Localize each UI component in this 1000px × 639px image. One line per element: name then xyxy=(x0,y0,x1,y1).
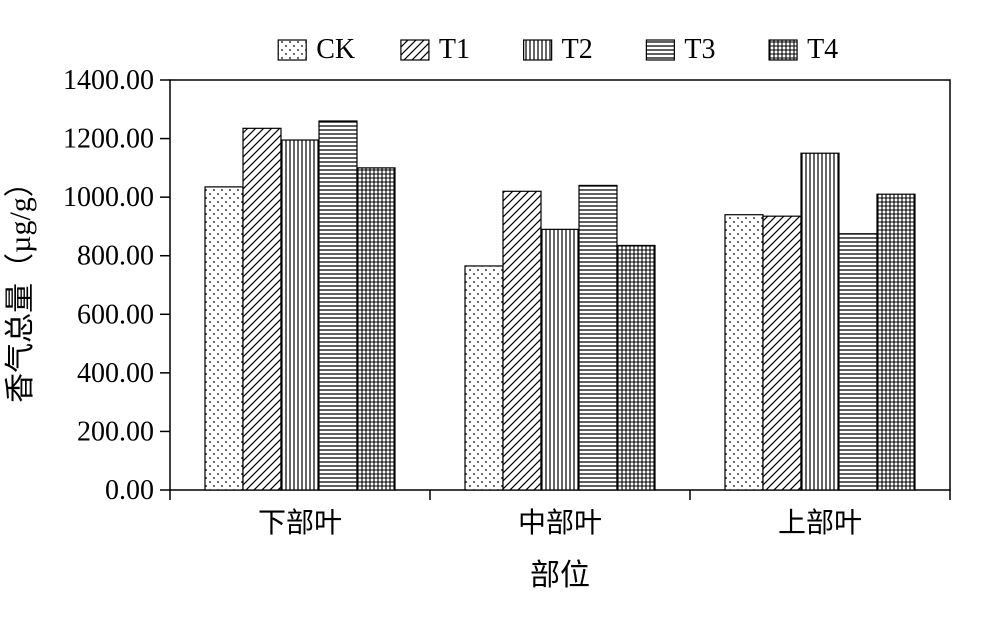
bar-下部叶-CK xyxy=(205,187,243,490)
legend-swatch-T2 xyxy=(524,40,552,60)
bar-下部叶-T2 xyxy=(281,140,319,490)
bar-上部叶-T4 xyxy=(877,194,915,490)
y-tick-label: 800.00 xyxy=(77,241,154,272)
x-category-label: 中部叶 xyxy=(518,507,602,539)
legend-swatch-T1 xyxy=(401,40,429,60)
bar-中部叶-T4 xyxy=(617,245,655,490)
y-tick-label: 1200.00 xyxy=(63,124,154,155)
x-category-label: 上部叶 xyxy=(778,507,862,539)
bar-中部叶-T1 xyxy=(503,191,541,490)
chart-container: 0.00 200.00 400.00 600.00 800.00 1000.00 1200.… xyxy=(0,0,1000,639)
bar-下部叶-T3 xyxy=(319,121,357,490)
x-axis-title: 部位 xyxy=(530,559,590,592)
legend-label-CK: CK xyxy=(316,34,355,65)
x-category-label: 下部叶 xyxy=(258,507,342,539)
legend-swatch-T4 xyxy=(769,40,797,60)
y-tick-label: 200.00 xyxy=(77,416,154,447)
bar-下部叶-T4 xyxy=(357,168,395,490)
bar-中部叶-CK xyxy=(465,266,503,490)
y-tick-label: 1000.00 xyxy=(63,182,154,213)
y-tick-label: 0.00 xyxy=(105,475,154,506)
bar-下部叶-T1 xyxy=(243,128,281,490)
bar-上部叶-CK xyxy=(725,215,763,490)
y-tick-label: 400.00 xyxy=(77,358,154,389)
legend-label-T4: T4 xyxy=(807,34,838,65)
bar-上部叶-T2 xyxy=(801,153,839,490)
bar-上部叶-T3 xyxy=(839,234,877,490)
y-axis-title: 香气总量（µg/g） xyxy=(4,167,37,403)
legend-swatch-CK xyxy=(278,40,306,60)
y-tick-label: 600.00 xyxy=(77,299,154,330)
aroma-bar-chart: 0.00 200.00 400.00 600.00 800.00 1000.00 1200.… xyxy=(0,0,1000,639)
bar-中部叶-T3 xyxy=(579,185,617,490)
y-tick-label: 1400.00 xyxy=(63,65,154,96)
legend-label-T2: T2 xyxy=(562,34,593,65)
legend-label-T3: T3 xyxy=(684,34,715,65)
legend-label-T1: T1 xyxy=(439,34,470,65)
bar-中部叶-T2 xyxy=(541,229,579,490)
bar-上部叶-T1 xyxy=(763,216,801,490)
legend-swatch-T3 xyxy=(646,40,674,60)
